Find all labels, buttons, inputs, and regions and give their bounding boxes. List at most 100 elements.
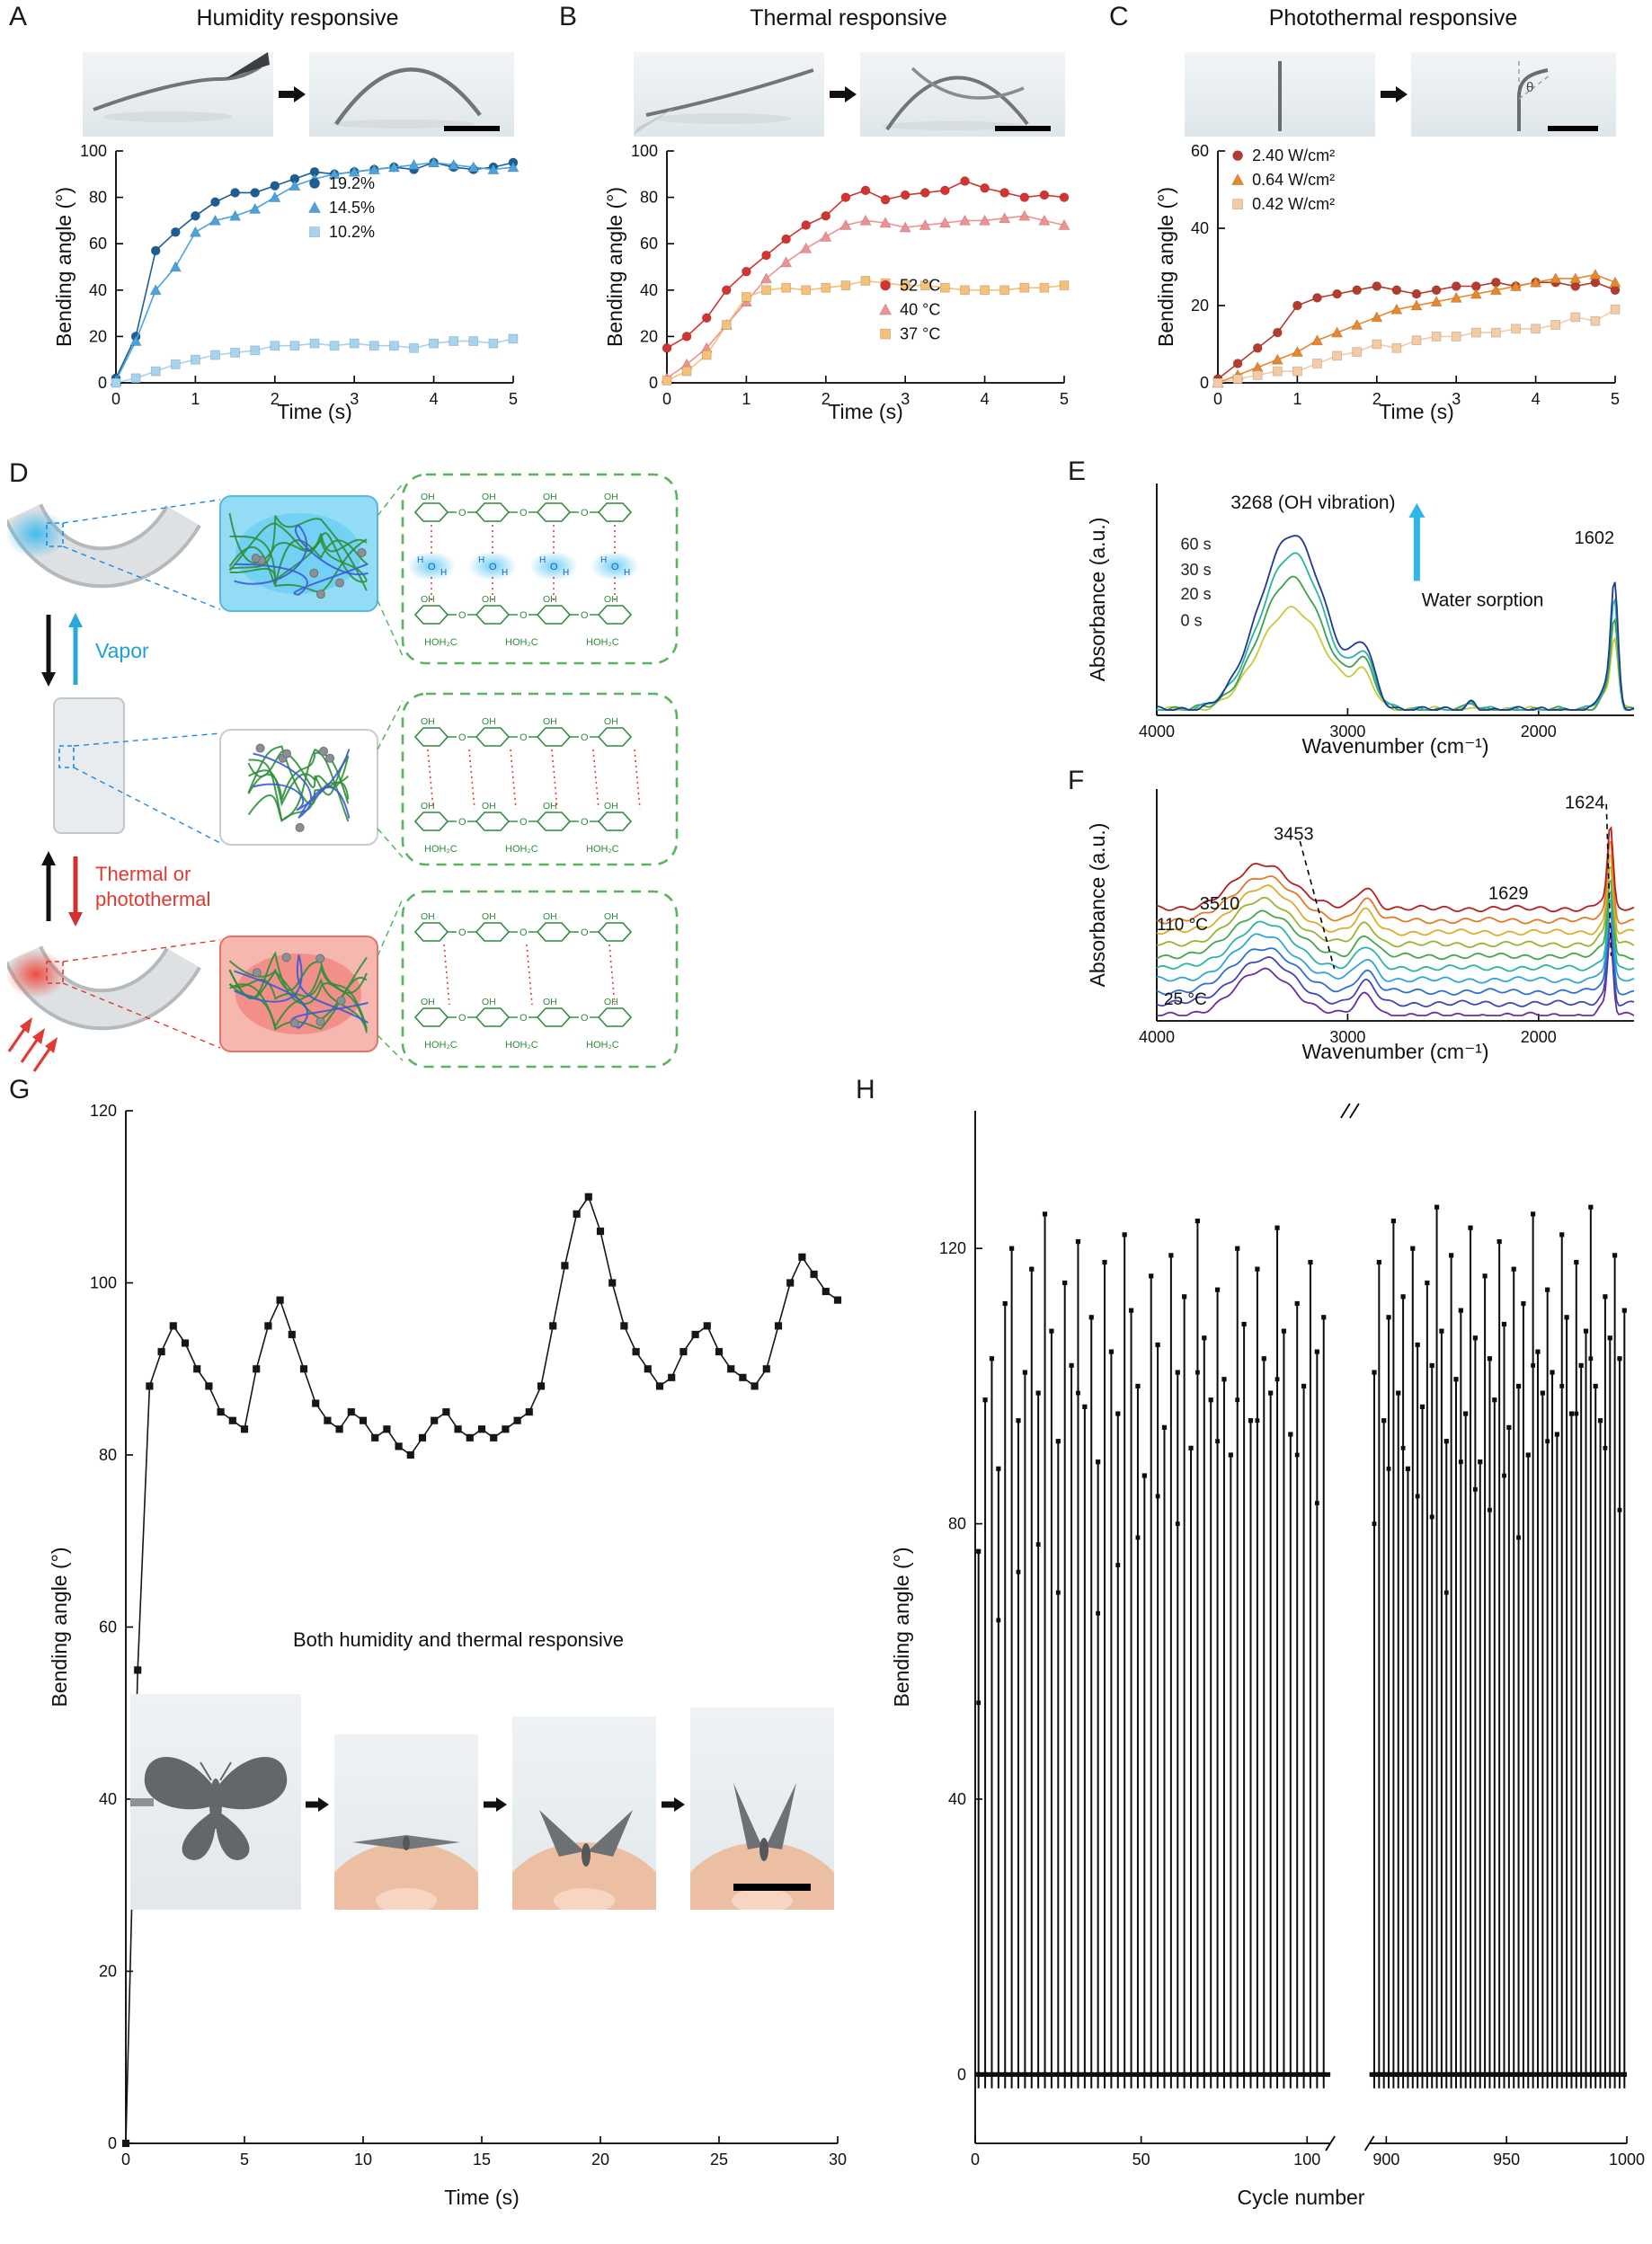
dual-response-bending-chart: Time (s) Bending angle (°) 0 5 10 15 20 25 30 0 20…: [48, 1102, 847, 2209]
svg-text:4: 4: [981, 390, 990, 408]
butterfly-photo-half-raised: [512, 1716, 656, 1910]
film-bent-illustration: [332, 67, 500, 131]
butterfly-photo-raised: [690, 1707, 834, 1910]
svg-text:80: 80: [89, 189, 107, 207]
ftir-water-sorption-chart: Wavenumber (cm⁻¹) Absorbance (a.u.) 4000 30…: [1086, 483, 1635, 758]
svg-text:900: 900: [1372, 2151, 1399, 2169]
svg-text:60: 60: [89, 235, 107, 253]
svg-text:0: 0: [1200, 374, 1209, 392]
photo-humidity-before: [83, 52, 273, 137]
svg-text:0: 0: [98, 374, 107, 392]
svg-text:2: 2: [271, 390, 280, 408]
svg-text:O: O: [581, 732, 589, 743]
svg-text:60: 60: [99, 1619, 117, 1636]
svg-text:O: O: [611, 562, 619, 572]
svg-text:O: O: [581, 927, 589, 938]
photo-thermal-after: [860, 52, 1065, 137]
thermal-label-line1: Thermal or: [95, 863, 191, 885]
svg-text:80: 80: [948, 1515, 966, 1533]
svg-text:H: H: [563, 568, 569, 578]
svg-text:5: 5: [1611, 390, 1620, 408]
svg-text:2: 2: [1372, 390, 1381, 408]
photo-humidity-after: [309, 52, 514, 137]
svg-text:40 °C: 40 °C: [900, 301, 940, 319]
svg-text:OH: OH: [604, 997, 618, 1007]
light-arrows-icon: [7, 1017, 58, 1072]
bent-actuator-top: [7, 499, 221, 610]
svg-text:Time (s): Time (s): [277, 400, 351, 423]
svg-text:14.5%: 14.5%: [329, 199, 375, 217]
panel-title-thermal: Thermal responsive: [750, 5, 947, 31]
svg-text:OH: OH: [421, 801, 435, 812]
svg-text:O: O: [581, 1013, 589, 1024]
svg-text:O: O: [520, 732, 528, 743]
svg-text:OH: OH: [604, 492, 618, 502]
svg-text:0: 0: [649, 374, 658, 392]
svg-text:O: O: [581, 508, 589, 519]
svg-text:O: O: [520, 817, 528, 828]
svg-text:O: O: [428, 562, 436, 572]
butterfly-silhouette: [144, 1757, 288, 1860]
arrow-icon: [662, 1797, 685, 1816]
svg-text:3: 3: [1452, 390, 1461, 408]
panel-label-e: E: [1068, 457, 1087, 486]
vapor-glow: [7, 510, 67, 558]
svg-text:Bending angle (°): Bending angle (°): [603, 187, 626, 347]
svg-text:O: O: [489, 562, 497, 572]
svg-text:60: 60: [1191, 142, 1209, 160]
svg-text:0.42 W/cm²: 0.42 W/cm²: [1252, 195, 1335, 213]
svg-text:80: 80: [99, 1446, 117, 1464]
svg-text:H: H: [624, 568, 630, 578]
scale-bar: [444, 126, 500, 131]
svg-text:H: H: [600, 555, 607, 565]
svg-text:1: 1: [1292, 390, 1301, 408]
thermal-bending-chart: Time (s) Bending angle (°) 0 1 2 3 4 5 0 20 40 60 80…: [603, 142, 1070, 423]
svg-text:3: 3: [350, 390, 359, 408]
svg-text:40: 40: [948, 1790, 966, 1808]
photo-photothermal-after: θ: [1411, 52, 1616, 137]
panel-label-b: B: [559, 2, 578, 31]
svg-text:3510: 3510: [1200, 894, 1240, 914]
svg-text:3453: 3453: [1274, 825, 1314, 845]
svg-text:20: 20: [591, 2151, 609, 2169]
vapor-arrows: Vapor: [41, 613, 149, 687]
svg-text:Water sorption: Water sorption: [1422, 590, 1544, 611]
svg-text:20: 20: [1191, 297, 1209, 315]
flat-actuator: [53, 697, 221, 844]
panel-label-d: D: [9, 458, 29, 488]
svg-text:40: 40: [89, 281, 107, 299]
theta-label: θ: [1526, 80, 1533, 95]
svg-text:OH: OH: [604, 594, 618, 605]
structure-box-dry: [401, 692, 679, 866]
scale-bar: [995, 126, 1051, 131]
svg-text:OH: OH: [421, 911, 435, 922]
thermal-arrows: Thermal or photothermal: [41, 851, 210, 927]
polymer-network-heated: [228, 951, 369, 1033]
panel-label-f: F: [1068, 766, 1085, 795]
svg-text:HOH₂C: HOH₂C: [505, 844, 538, 855]
thermal-label-line2: photothermal: [95, 888, 210, 910]
svg-text:3000: 3000: [1329, 723, 1365, 741]
svg-text:Absorbance (a.u.): Absorbance (a.u.): [1086, 518, 1109, 682]
svg-text:2: 2: [822, 390, 830, 408]
svg-text:Time (s): Time (s): [444, 2186, 519, 2209]
svg-text:5: 5: [509, 390, 518, 408]
svg-text:OH: OH: [482, 911, 496, 922]
svg-text:5: 5: [240, 2151, 249, 2169]
svg-text:O: O: [581, 817, 589, 828]
panel-label-g: G: [9, 1075, 31, 1104]
svg-text:3000: 3000: [1329, 1028, 1365, 1046]
svg-text:OH: OH: [482, 716, 496, 727]
butterfly-photo-cutout: [130, 1694, 301, 1910]
svg-text:25 °C: 25 °C: [1164, 990, 1207, 1009]
svg-text:HOH₂C: HOH₂C: [586, 1040, 619, 1051]
photo-thermal-before: [634, 52, 824, 137]
svg-text:4000: 4000: [1139, 723, 1175, 741]
arrow-icon: [306, 1797, 329, 1816]
svg-text:40: 40: [640, 281, 658, 299]
photo-photothermal-before: [1185, 52, 1375, 137]
svg-text:Bending angle (°): Bending angle (°): [52, 187, 75, 347]
svg-text:O: O: [458, 927, 466, 938]
svg-text:60 s: 60 s: [1181, 536, 1212, 554]
